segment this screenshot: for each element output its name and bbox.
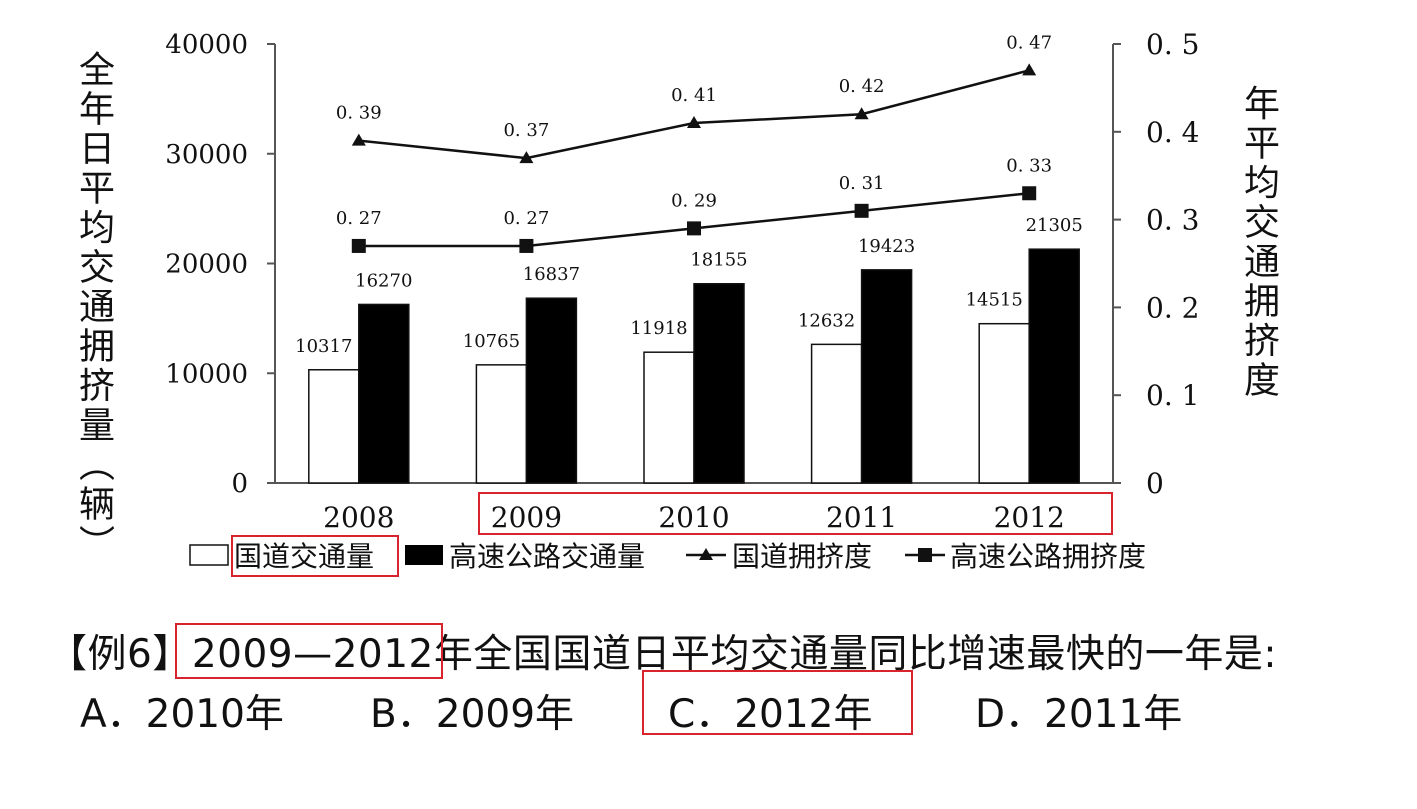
marker-national-congestion <box>1022 63 1037 76</box>
bar-expressway <box>1028 248 1080 484</box>
question-body: 年全国国道日平均交通量同比增速最快的一年是: <box>433 632 1277 677</box>
left-axis-title: 全年日平均交通拥挤量︵辆︶ <box>79 50 115 565</box>
left-tick-label: 40000 <box>165 30 248 60</box>
marker-expressway-congestion <box>351 238 366 253</box>
bar-label-national-road: 11918 <box>630 318 687 339</box>
traffic-chart: 40000 30000 20000 10000 0 0. 5 0. 4 0. 3 0. 2 0. … <box>79 28 1280 573</box>
chart-axes: 40000 30000 20000 10000 0 0. 5 0. 4 0. 3 0. 2 0. … <box>79 28 1280 565</box>
line-label-expressway-congestion: 0. 33 <box>1006 155 1052 176</box>
x-tick-label: 2011 <box>826 501 897 534</box>
highlight-box-answer <box>642 670 913 735</box>
legend-label-national-congestion: 国道拥挤度 <box>732 540 872 573</box>
line-label-expressway-congestion: 0. 27 <box>336 208 382 229</box>
option-d[interactable]: D．2011年 <box>975 692 1183 737</box>
line-label-national-congestion: 0. 39 <box>336 103 382 124</box>
bar-expressway <box>525 297 578 484</box>
highlight-box-years <box>478 492 1113 535</box>
x-tick-label: 2010 <box>658 501 729 534</box>
chart-legend: 国道交通量 高速公路交通量 国道拥挤度 高速公路拥挤度 <box>189 540 1146 573</box>
left-tick-label: 30000 <box>165 140 248 170</box>
line-label-national-congestion: 0. 42 <box>839 76 885 97</box>
question-prefix: 【例6】 <box>48 632 192 677</box>
x-tick-label: 2008 <box>323 501 394 534</box>
right-tick-label: 0. 4 <box>1146 116 1199 149</box>
bar-label-expressway: 21305 <box>1026 215 1083 236</box>
line-label-national-congestion: 0. 47 <box>1006 32 1052 53</box>
line-label-expressway-congestion: 0. 31 <box>839 173 885 194</box>
left-tick-label: 10000 <box>165 359 248 389</box>
marker-national-congestion <box>519 151 534 164</box>
bar-label-expressway: 16837 <box>523 264 580 285</box>
data-labels: 10317 10765 11918 12632 14515 16270 16837 18155… <box>295 32 1083 356</box>
legend-swatch-national-road <box>189 544 229 566</box>
left-tick-label: 0 <box>231 469 248 499</box>
bar-label-national-road: 10317 <box>295 336 352 357</box>
bar-label-expressway: 18155 <box>690 250 747 271</box>
bar-marks <box>308 248 1080 484</box>
right-tick-label: 0. 2 <box>1146 291 1199 324</box>
line-national-congestion <box>358 69 1030 160</box>
bar-label-national-road: 10765 <box>463 331 520 352</box>
line-label-expressway-congestion: 0. 29 <box>671 190 717 211</box>
option-a[interactable]: A．2010年 <box>80 692 284 737</box>
marker-expressway-congestion <box>1022 186 1037 201</box>
bar-label-national-road: 14515 <box>966 290 1023 311</box>
x-tick-label: 2012 <box>994 501 1065 534</box>
legend-label-national-road: 国道交通量 <box>234 540 374 573</box>
bar-national-road <box>475 364 528 484</box>
marker-expressway-congestion <box>687 221 701 236</box>
legend-swatch-expressway <box>405 545 443 565</box>
question-year-range: 2009—2012 <box>191 632 434 677</box>
legend-label-expressway-congestion: 高速公路拥挤度 <box>950 540 1146 573</box>
legend-marker-triangle <box>699 548 713 560</box>
bar-expressway <box>693 282 745 484</box>
bar-label-national-road: 12632 <box>798 310 855 331</box>
line-label-national-congestion: 0. 41 <box>671 85 717 106</box>
right-tick-label: 0. 5 <box>1146 28 1199 61</box>
marker-national-congestion <box>854 107 869 120</box>
marker-expressway-congestion <box>854 203 869 218</box>
marker-national-congestion <box>351 133 366 146</box>
right-tick-label: 0 <box>1146 467 1164 500</box>
bar-national-road <box>810 343 863 484</box>
line-marks <box>351 63 1037 253</box>
bar-national-road <box>308 369 360 484</box>
bar-label-expressway: 16270 <box>355 270 412 291</box>
line-label-expressway-congestion: 0. 27 <box>503 208 549 229</box>
line-label-national-congestion: 0. 37 <box>503 120 549 141</box>
bar-national-road <box>643 351 695 484</box>
right-tick-label: 0. 3 <box>1146 204 1199 237</box>
option-b[interactable]: B．2009年 <box>370 692 575 737</box>
bar-expressway <box>358 303 410 484</box>
x-tick-label: 2009 <box>491 501 562 534</box>
marker-expressway-congestion <box>519 238 534 253</box>
left-tick-label: 20000 <box>165 250 248 280</box>
legend-marker-square <box>918 548 932 562</box>
bar-label-expressway: 19423 <box>858 236 915 257</box>
highlight-box-legend <box>231 535 399 577</box>
question-text: 【例6】2009—2012年全国国道日平均交通量同比增速最快的一年是: <box>48 623 1277 679</box>
option-c[interactable]: C．2012年 <box>668 692 873 737</box>
marker-national-congestion <box>687 116 701 129</box>
right-axis-title: 年平均交通拥挤度 <box>1244 84 1280 402</box>
bar-national-road <box>978 322 1030 484</box>
right-tick-label: 0. 1 <box>1146 379 1199 412</box>
legend-label-expressway: 高速公路交通量 <box>449 540 645 573</box>
highlight-box-question-range <box>175 623 443 679</box>
bar-expressway <box>860 269 913 484</box>
